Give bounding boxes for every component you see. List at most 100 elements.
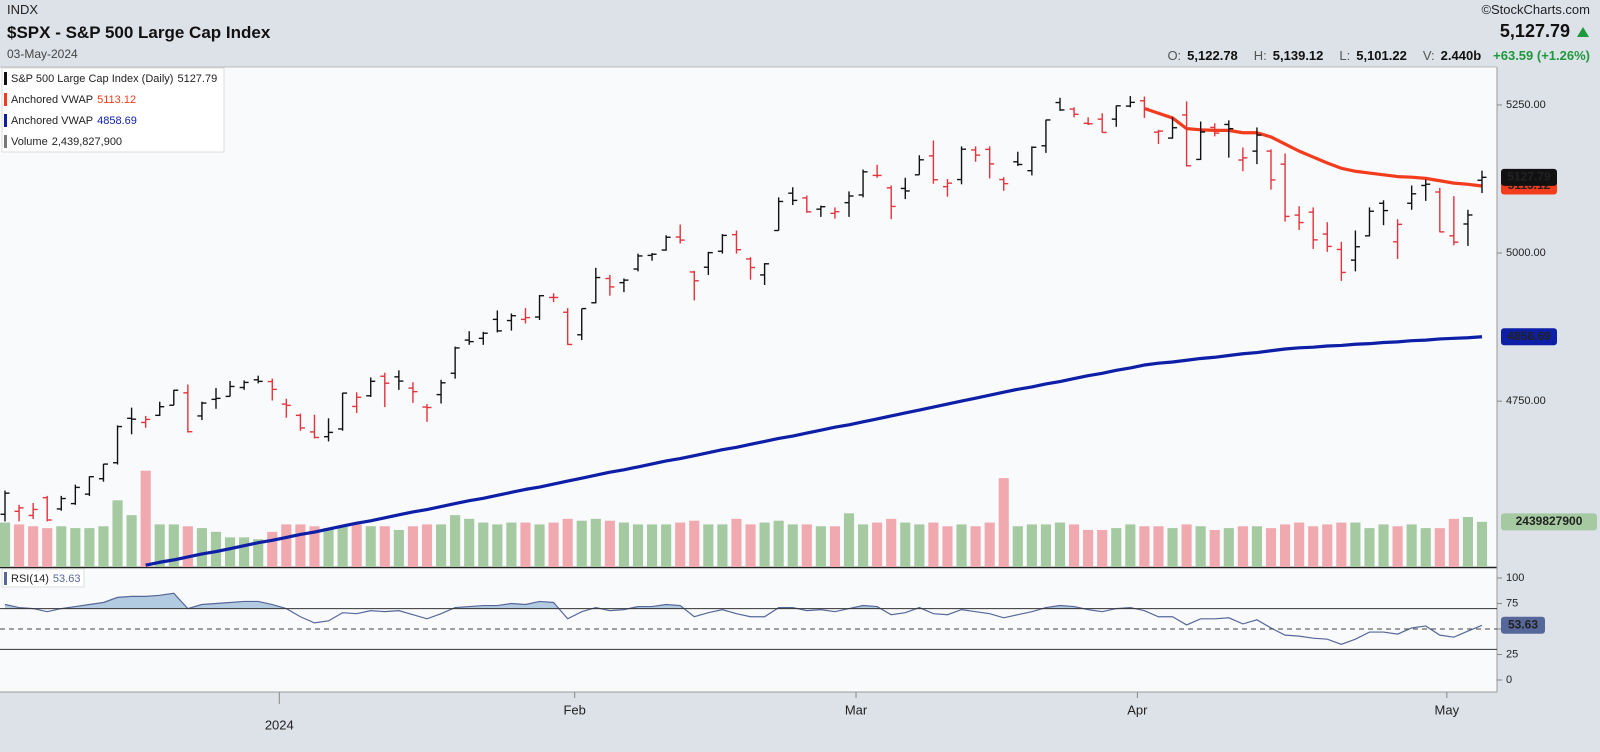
value-badge-label: 2439827900 <box>1516 514 1583 528</box>
volume-bar <box>506 522 517 567</box>
quote-label: L: <box>1339 48 1351 63</box>
volume-bar <box>661 524 672 567</box>
volume-bar <box>675 522 686 567</box>
legend-swatch <box>4 114 7 127</box>
legend-box <box>1 568 85 588</box>
volume-bar <box>421 524 433 567</box>
legend-label: Volume <box>11 136 48 148</box>
volume-bar <box>337 526 348 567</box>
volume-bar <box>140 470 151 567</box>
volume-bar <box>773 520 784 567</box>
volume-bar <box>14 524 25 567</box>
volume-bar <box>379 526 390 567</box>
volume-bar <box>520 522 531 567</box>
volume-bar <box>647 524 658 567</box>
plot-background <box>0 67 1497 692</box>
volume-bar <box>84 528 95 567</box>
legend-swatch <box>4 572 7 585</box>
vwap-line <box>145 335 1483 567</box>
volume-bar <box>1111 528 1122 567</box>
volume-bar <box>1251 526 1262 567</box>
rsi-overbought-fill <box>5 593 1136 609</box>
volume-bar <box>759 522 770 567</box>
rsi-y-tick-label: 100 <box>1506 572 1524 584</box>
volume-bar <box>1040 524 1051 567</box>
volume-bar <box>450 515 461 567</box>
x-tick-label: Apr <box>1127 702 1148 717</box>
value-badge <box>1501 328 1557 346</box>
legend-label: Anchored VWAP <box>11 94 93 106</box>
legend-swatch <box>4 72 7 85</box>
legend-entry: Volume 2,439,827,900 <box>11 136 122 148</box>
volume-bar <box>689 520 700 567</box>
legend-value: 4858.69 <box>97 115 137 127</box>
volume-bar <box>970 526 981 567</box>
volume-bar <box>1026 524 1037 567</box>
value-badge-label: 53.63 <box>1508 617 1538 631</box>
volume-bar <box>1406 524 1417 567</box>
volume-bar <box>1237 526 1248 567</box>
volume-bar <box>1054 522 1066 567</box>
volume-bar <box>464 518 475 567</box>
volume-bar <box>928 522 939 567</box>
volume-bar <box>365 526 376 567</box>
volume-bar <box>28 526 39 567</box>
volume-bar <box>1139 526 1150 567</box>
volume-bar <box>1420 528 1431 567</box>
volume-bar <box>576 520 587 567</box>
volume-bar <box>998 478 1009 567</box>
volume-bar <box>1265 528 1277 567</box>
volume-bar <box>436 524 447 567</box>
volume-bar <box>1322 524 1333 567</box>
volume-bar <box>703 524 714 567</box>
volume-bar <box>351 524 362 567</box>
quote-label: V: <box>1422 48 1435 63</box>
last-price-row: 5,127.79 <box>1157 21 1590 42</box>
volume-bar <box>1308 526 1319 567</box>
volume-bar <box>1181 524 1192 567</box>
quote-label: O: <box>1167 48 1182 63</box>
value-badge <box>1501 513 1597 531</box>
volume-bar <box>1378 524 1389 567</box>
rsi-y-tick-label: 75 <box>1506 597 1518 609</box>
volume-bar <box>1364 528 1375 567</box>
chart-date: 03-May-2024 <box>7 47 78 61</box>
legend-value: 5127.79 <box>177 73 217 85</box>
volume-bar <box>731 518 742 567</box>
header: INDX $SPX - S&P 500 Large Cap Index 03-M… <box>0 0 1600 66</box>
volume-bar <box>787 524 798 567</box>
legend-label: S&P 500 Large Cap Index (Daily) <box>11 73 173 85</box>
volume-bar <box>1125 524 1136 567</box>
volume-bar <box>1083 529 1094 567</box>
x-tick-label: Mar <box>845 702 868 717</box>
volume-bar <box>1195 526 1206 567</box>
x-tick-label: 2024 <box>265 717 294 732</box>
legend-label: Anchored VWAP <box>11 115 93 127</box>
rsi-legend: RSI(14) 53.63 <box>1 568 85 588</box>
volume-bar <box>745 524 756 567</box>
volume-bar <box>815 526 826 567</box>
legend: S&P 500 Large Cap Index (Daily) 5127.79 A… <box>1 67 225 153</box>
legend-entry: RSI(14) 53.63 <box>11 573 80 585</box>
rsi-y-tick-label: 0 <box>1506 674 1512 686</box>
volume-bar <box>407 526 418 567</box>
quote: O: 5,122.78 H: 5,139.12 L: 5,101.22 V: 2.440b +6… <box>1157 48 1590 63</box>
volume-bar <box>914 524 925 567</box>
x-tick-label: Feb <box>563 702 585 717</box>
legend-entry: Anchored VWAP 4858.69 <box>11 115 137 127</box>
volume-bar <box>1097 529 1108 567</box>
volume-bar <box>154 524 165 567</box>
volume-bar <box>548 522 559 567</box>
legend-value: 53.63 <box>53 573 81 585</box>
last-price: 5,127.79 <box>1499 21 1570 41</box>
volume-bar <box>182 526 193 567</box>
y-tick-label: 5250.00 <box>1506 99 1546 111</box>
legend-box <box>1 67 225 153</box>
volume-bar <box>1336 522 1347 567</box>
volume-bar <box>393 529 404 567</box>
volume-bar <box>900 522 911 567</box>
y-tick-label: 5000.00 <box>1506 247 1546 259</box>
legend-entry: S&P 500 Large Cap Index (Daily) 5127.79 <box>11 73 217 85</box>
